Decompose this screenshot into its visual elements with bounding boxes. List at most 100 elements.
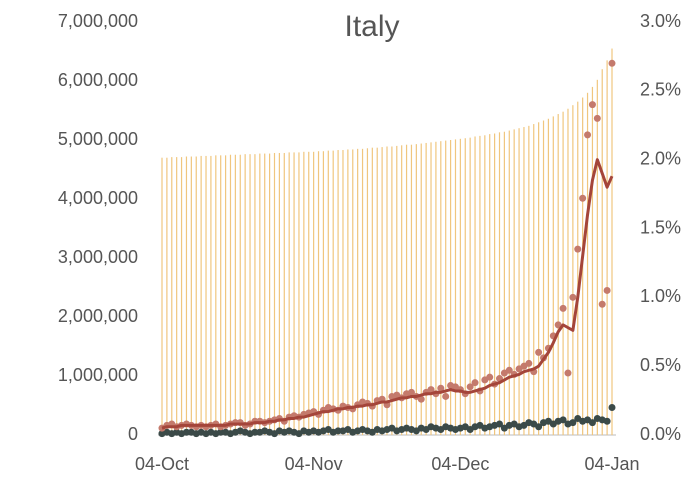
bar (420, 143, 422, 436)
point (466, 383, 474, 391)
bar (166, 157, 168, 435)
bar (313, 151, 315, 436)
bar (386, 146, 388, 436)
bar (479, 135, 481, 435)
y-tick-label: 6,000,000 (58, 70, 138, 90)
bar (445, 140, 447, 435)
bar (410, 144, 413, 435)
point (334, 427, 342, 435)
y-tick-label: 4,000,000 (58, 188, 138, 208)
point (574, 245, 582, 253)
point (569, 419, 577, 427)
point (554, 321, 562, 329)
bar (259, 153, 261, 435)
bar (572, 105, 574, 435)
bar (161, 157, 163, 435)
bar (337, 150, 339, 435)
bar (190, 156, 192, 435)
bar (371, 147, 373, 436)
bar (474, 136, 476, 435)
bar (210, 155, 212, 435)
point (579, 194, 587, 202)
bar (176, 157, 178, 436)
bar (249, 154, 251, 435)
x-tick-label: 04-Oct (135, 454, 189, 474)
bar (171, 157, 173, 436)
bar (425, 142, 427, 435)
bar (278, 152, 280, 436)
bar (327, 150, 329, 435)
x-tick-label: 04-Dec (431, 454, 489, 474)
bar (244, 154, 246, 435)
bar (591, 86, 594, 436)
bar (494, 133, 496, 435)
point (407, 388, 415, 396)
point (608, 59, 616, 67)
bar (611, 48, 613, 436)
bar (352, 149, 354, 435)
point (496, 420, 503, 428)
point (559, 304, 567, 312)
bar (283, 152, 285, 436)
bar (606, 60, 608, 435)
bar (273, 152, 276, 436)
bar (596, 79, 598, 435)
bar (215, 155, 217, 435)
bar (586, 92, 589, 436)
bar (401, 145, 403, 435)
y-tick-label: 2,000,000 (58, 306, 138, 326)
bar (528, 125, 530, 435)
bar (454, 139, 457, 435)
bar (298, 152, 300, 435)
bar (567, 108, 569, 435)
point (598, 300, 606, 308)
bar (220, 155, 222, 435)
y-tick-label: 0 (128, 424, 138, 444)
point (427, 386, 435, 394)
bar (293, 152, 295, 435)
bar (361, 148, 364, 435)
bar (449, 140, 452, 435)
point (608, 403, 616, 411)
bar (254, 154, 256, 435)
point (593, 114, 601, 122)
point (564, 369, 572, 377)
point (486, 373, 494, 381)
point (584, 131, 592, 139)
point (217, 428, 225, 436)
bar (396, 145, 398, 435)
bar (533, 124, 535, 435)
bar (464, 138, 466, 436)
y-tick-label: 3,000,000 (58, 247, 138, 267)
bar (577, 101, 579, 436)
bar (381, 147, 383, 435)
point (535, 348, 543, 356)
bar (224, 155, 227, 435)
bar (264, 153, 266, 435)
point (603, 417, 611, 425)
bar (440, 141, 442, 435)
bar (303, 151, 305, 436)
bar (523, 127, 525, 436)
bar (234, 154, 236, 435)
bar (430, 142, 432, 436)
bar (195, 156, 197, 435)
bar (469, 137, 471, 435)
bar (508, 130, 510, 435)
bar (459, 138, 461, 435)
bar (185, 156, 188, 435)
bar (288, 152, 290, 435)
bar (342, 150, 344, 435)
y2-tick-label: 1.0% (640, 286, 681, 306)
y2-tick-label: 0.0% (640, 424, 681, 444)
point (437, 384, 445, 392)
bar (552, 116, 554, 436)
bar (239, 154, 241, 435)
bar (415, 144, 417, 435)
y2-tick-label: 1.5% (640, 217, 681, 237)
bar (366, 148, 369, 435)
y-tick-label: 1,000,000 (58, 365, 138, 385)
x-tick-label: 04-Nov (285, 454, 343, 474)
point (525, 359, 533, 367)
